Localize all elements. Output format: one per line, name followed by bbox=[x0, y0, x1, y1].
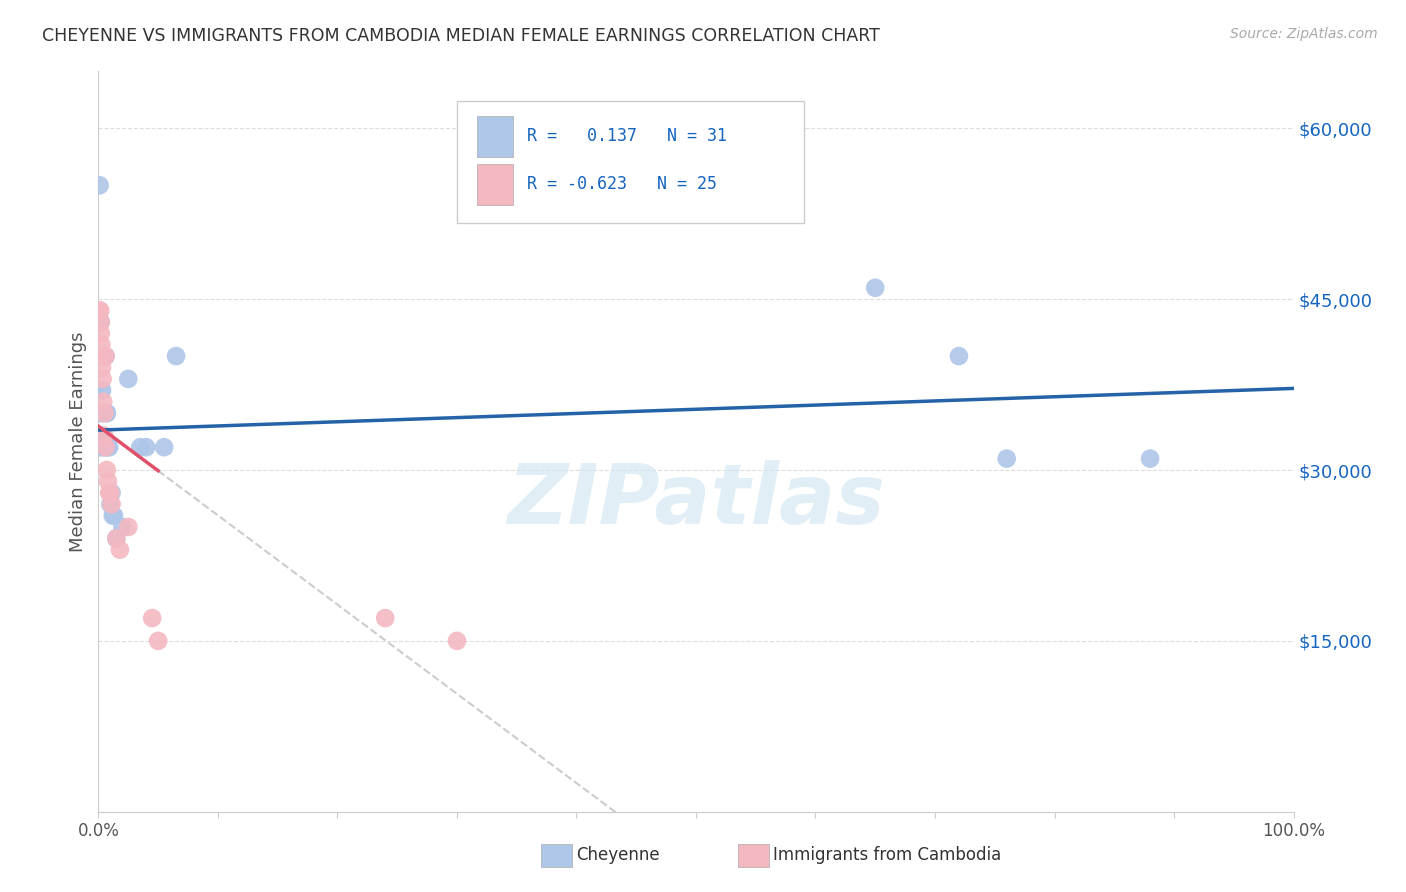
Point bbox=[117, 520, 139, 534]
Text: ZIPatlas: ZIPatlas bbox=[508, 460, 884, 541]
Point bbox=[90, 337, 112, 351]
Point bbox=[1139, 451, 1161, 466]
Point bbox=[103, 508, 125, 523]
FancyBboxPatch shape bbox=[477, 164, 513, 204]
Point bbox=[97, 475, 120, 489]
Point bbox=[111, 520, 134, 534]
Point bbox=[141, 611, 163, 625]
Y-axis label: Median Female Earnings: Median Female Earnings bbox=[69, 331, 87, 552]
Text: CHEYENNE VS IMMIGRANTS FROM CAMBODIA MEDIAN FEMALE EARNINGS CORRELATION CHART: CHEYENNE VS IMMIGRANTS FROM CAMBODIA MED… bbox=[42, 27, 880, 45]
Point bbox=[90, 326, 112, 341]
Point bbox=[948, 349, 970, 363]
Point bbox=[89, 303, 111, 318]
Point bbox=[108, 542, 131, 557]
Point bbox=[117, 372, 139, 386]
Point bbox=[96, 406, 118, 420]
Point bbox=[101, 508, 124, 523]
Point bbox=[148, 633, 170, 648]
Point bbox=[165, 349, 187, 363]
Text: Immigrants from Cambodia: Immigrants from Cambodia bbox=[773, 847, 1001, 864]
Point bbox=[153, 440, 176, 454]
Point bbox=[97, 440, 120, 454]
Point bbox=[96, 406, 118, 420]
Point bbox=[90, 315, 112, 329]
Point bbox=[98, 485, 122, 500]
Point bbox=[91, 372, 114, 386]
Point bbox=[105, 532, 128, 546]
Text: R =   0.137   N = 31: R = 0.137 N = 31 bbox=[527, 128, 727, 145]
Point bbox=[98, 497, 122, 511]
Point bbox=[100, 485, 122, 500]
Point bbox=[91, 406, 114, 420]
Point bbox=[93, 429, 115, 443]
Text: R = -0.623   N = 25: R = -0.623 N = 25 bbox=[527, 175, 717, 194]
Point bbox=[94, 440, 117, 454]
Point bbox=[90, 384, 112, 398]
Point bbox=[135, 440, 157, 454]
Point bbox=[98, 440, 121, 454]
Point bbox=[374, 611, 396, 625]
Point bbox=[98, 485, 122, 500]
Point bbox=[94, 349, 117, 363]
Point bbox=[100, 497, 122, 511]
Point bbox=[94, 349, 117, 363]
Point bbox=[93, 440, 115, 454]
Point bbox=[91, 349, 114, 363]
Text: Source: ZipAtlas.com: Source: ZipAtlas.com bbox=[1230, 27, 1378, 41]
Point bbox=[91, 384, 114, 398]
Point bbox=[89, 178, 111, 193]
Point bbox=[91, 394, 114, 409]
Point bbox=[91, 360, 114, 375]
Point bbox=[446, 633, 468, 648]
Point bbox=[129, 440, 152, 454]
Point bbox=[105, 532, 128, 546]
FancyBboxPatch shape bbox=[457, 101, 804, 223]
Point bbox=[93, 440, 115, 454]
Text: Cheyenne: Cheyenne bbox=[576, 847, 659, 864]
Point bbox=[865, 281, 887, 295]
Point bbox=[90, 315, 112, 329]
Point bbox=[91, 406, 114, 420]
FancyBboxPatch shape bbox=[477, 116, 513, 156]
Point bbox=[89, 440, 111, 454]
Point bbox=[98, 485, 121, 500]
Point bbox=[995, 451, 1018, 466]
Point bbox=[91, 429, 114, 443]
Point bbox=[89, 303, 111, 318]
Point bbox=[93, 406, 115, 420]
Point bbox=[96, 463, 118, 477]
